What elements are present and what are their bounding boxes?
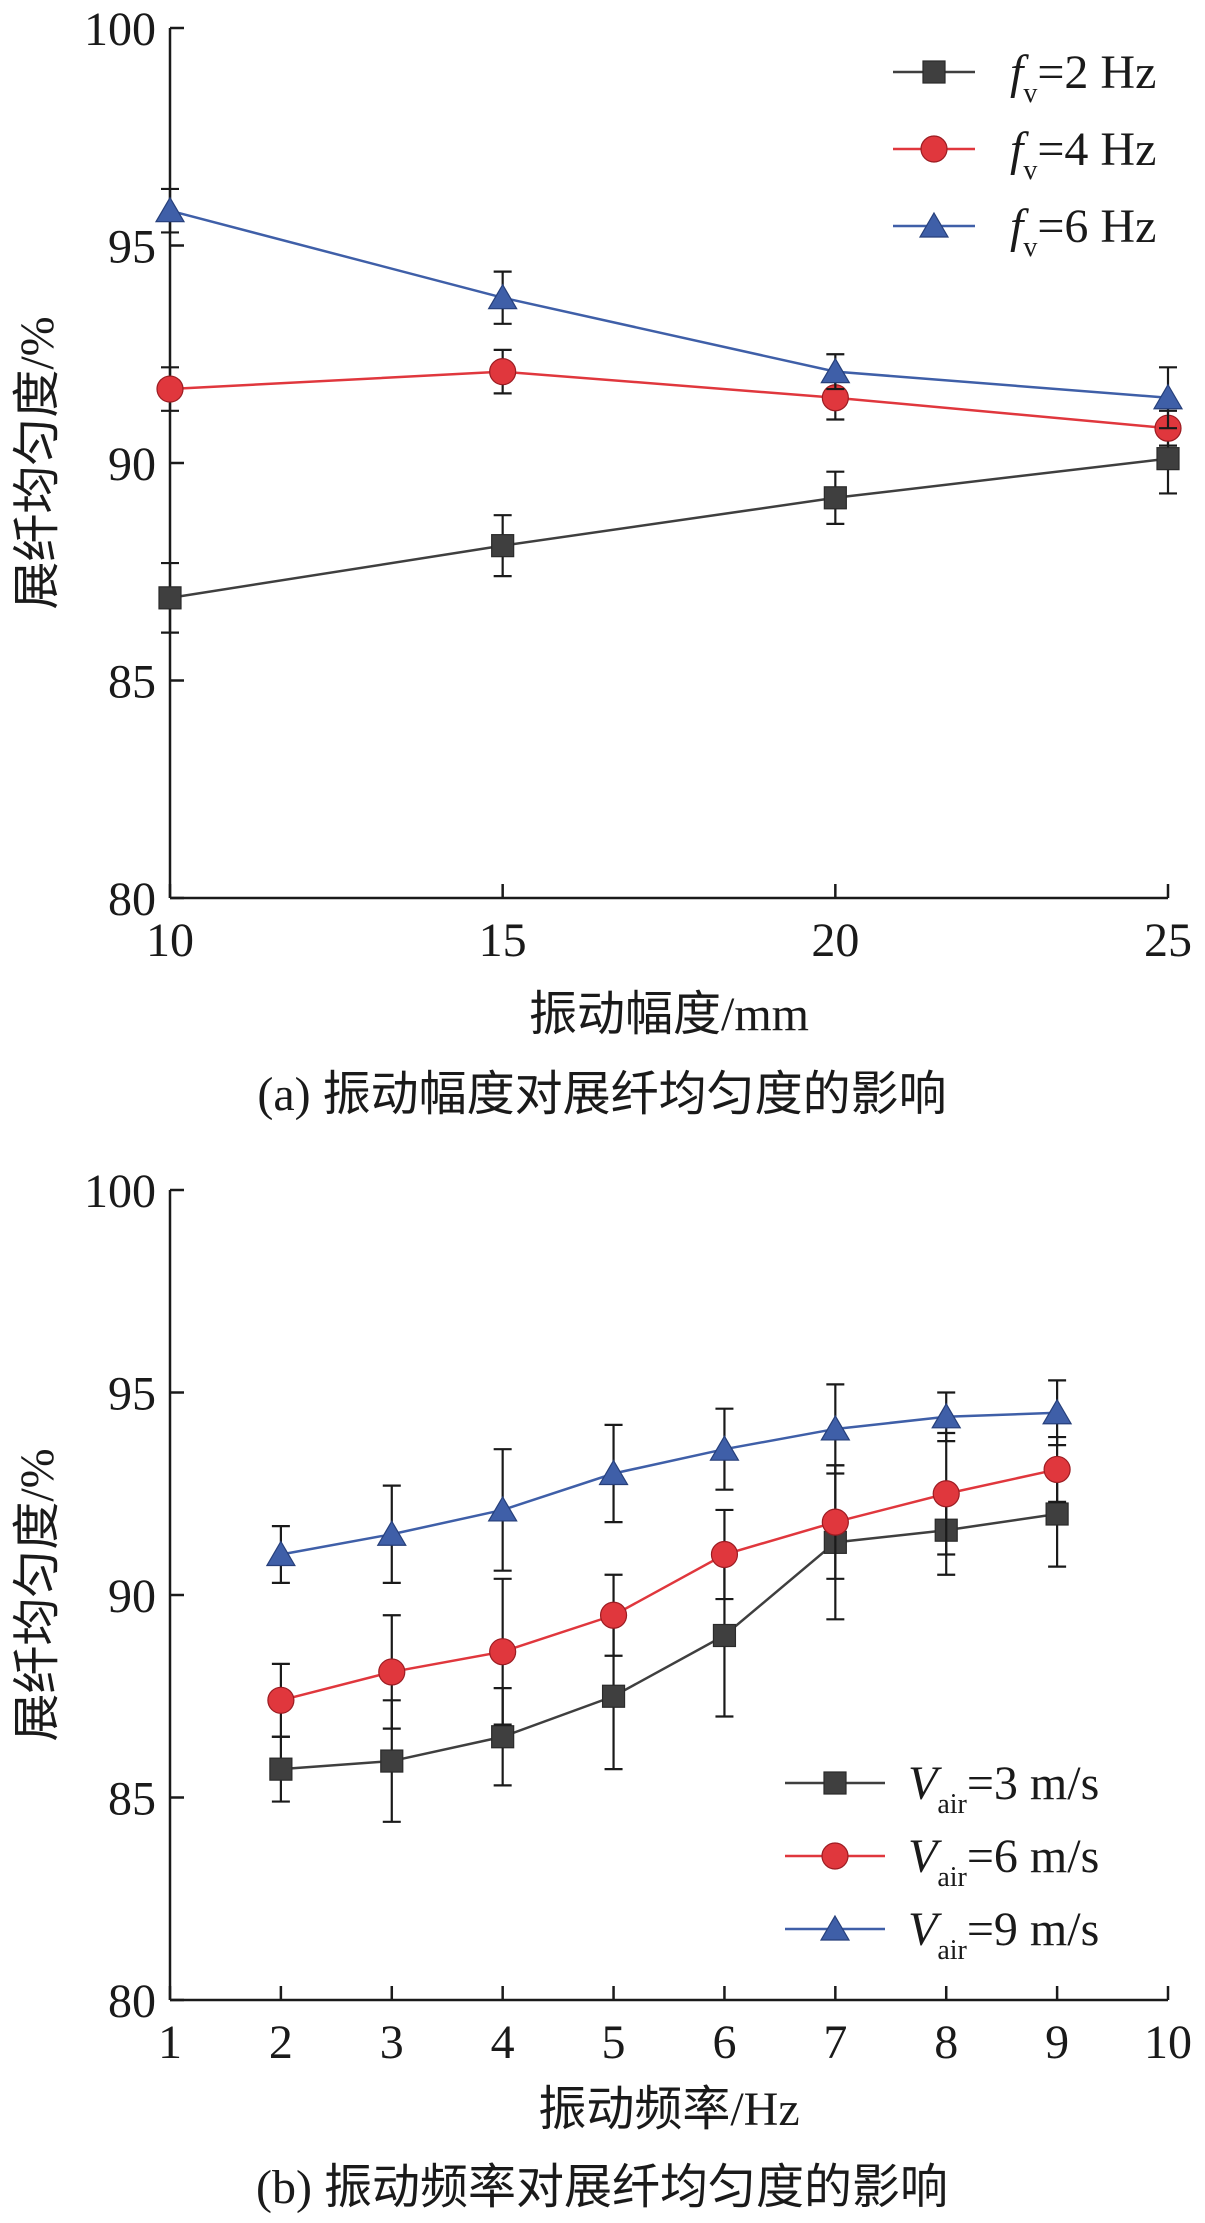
- x-tick-label: 9: [1045, 2016, 1069, 2069]
- data-point: [1045, 1502, 1069, 1526]
- x-tick-label: 25: [1144, 914, 1192, 967]
- legend-marker: [819, 1914, 851, 1941]
- data-point: [378, 1658, 406, 1686]
- legend-label: fv=6 Hz: [1010, 200, 1156, 263]
- data-point: [380, 1749, 404, 1773]
- series-2: [267, 1431, 1071, 1738]
- data-point: [601, 1684, 626, 1708]
- data-point: [487, 1495, 518, 1522]
- series-3: [265, 1379, 1073, 1584]
- series-1: [158, 422, 1180, 634]
- y-tick-label: 90: [108, 438, 156, 491]
- y-tick-label: 95: [108, 221, 156, 274]
- legend-label: Vair=3 m/s: [908, 1757, 1099, 1820]
- y-tick-label: 80: [108, 1975, 156, 2028]
- data-point: [598, 1459, 629, 1486]
- y-axis-label: 展纤均匀度/%: [11, 316, 64, 609]
- chart-caption: (a) 振动幅度对展纤均匀度的影响: [257, 1068, 946, 1121]
- legend-marker: [918, 211, 950, 238]
- x-tick-label: 4: [491, 2016, 515, 2069]
- x-tick-label: 1: [158, 2016, 182, 2069]
- legend-item: Vair=3 m/s: [785, 1757, 1099, 1820]
- x-tick-label: 7: [823, 2016, 847, 2069]
- y-tick-label: 95: [108, 1368, 156, 1421]
- series-line: [169, 457, 1169, 600]
- x-axis-label: 振动幅度/mm: [529, 988, 809, 1041]
- y-tick-label: 100: [84, 3, 156, 56]
- legend: fv=2 Hz fv=4 Hz fv=6 Hz: [893, 46, 1156, 263]
- y-tick-label: 85: [108, 1773, 156, 1826]
- data-point: [265, 1540, 296, 1567]
- x-tick-label: 8: [934, 2016, 958, 2069]
- legend-label: Vair=9 m/s: [908, 1903, 1099, 1966]
- legend-item: Vair=9 m/s: [785, 1903, 1099, 1966]
- legend-marker: [920, 135, 948, 163]
- y-tick-label: 85: [108, 656, 156, 709]
- data-point: [491, 1725, 515, 1749]
- data-point: [820, 1414, 851, 1441]
- data-point: [267, 1686, 295, 1714]
- chart-caption: (b) 振动频率对展纤均匀度的影响: [256, 2161, 948, 2214]
- x-tick-label: 15: [479, 914, 527, 967]
- chart-panel-b: 80 85 90 95 100 1 2 3 4 5 6 7 8 9 10 振动频率/Hz 展纤均匀度/% (b) …: [11, 1165, 1192, 2214]
- legend-label: fv=4 Hz: [1010, 123, 1156, 186]
- x-tick-label: 10: [1144, 2016, 1192, 2069]
- chart-panel-a: 80 85 90 95 100 10 15 20 25 振动幅度/mm 展纤均匀度/% (a) 振动幅…: [11, 3, 1192, 1121]
- legend-marker: [922, 60, 946, 84]
- data-point: [489, 358, 517, 386]
- series-3: [154, 187, 1184, 430]
- legend-marker: [821, 1842, 849, 1870]
- legend: Vair=3 m/s Vair=6 m/s Vair=9 m/s: [785, 1757, 1099, 1966]
- data-point: [823, 486, 847, 510]
- data-point: [712, 1623, 737, 1648]
- data-point: [156, 375, 184, 403]
- series-line: [169, 370, 1169, 430]
- legend-item: fv=4 Hz: [893, 123, 1156, 186]
- x-tick-label: 10: [146, 914, 194, 967]
- series-line: [280, 1512, 1058, 1771]
- data-point: [154, 196, 186, 223]
- y-tick-label: 80: [108, 873, 156, 926]
- data-point: [1042, 1398, 1073, 1425]
- data-point: [158, 586, 182, 610]
- data-point: [1156, 447, 1180, 471]
- y-tick-label: 90: [108, 1570, 156, 1623]
- x-tick-label: 20: [811, 914, 859, 967]
- legend-item: Vair=6 m/s: [785, 1830, 1099, 1893]
- x-tick-label: 3: [380, 2016, 404, 2069]
- y-tick-label: 100: [84, 1165, 156, 1218]
- series-1: [269, 1460, 1069, 1823]
- y-axis-label: 展纤均匀度/%: [11, 1448, 64, 1741]
- data-point: [487, 283, 518, 310]
- data-point: [269, 1757, 293, 1781]
- series-line: [280, 1411, 1058, 1556]
- data-point: [491, 534, 515, 558]
- series-line: [169, 209, 1169, 399]
- data-point: [376, 1520, 407, 1546]
- series-2: [156, 348, 1182, 447]
- legend-marker: [823, 1771, 847, 1795]
- data-point: [1043, 1455, 1071, 1484]
- legend-label: Vair=6 m/s: [908, 1830, 1099, 1893]
- legend-item: fv=2 Hz: [893, 46, 1156, 109]
- data-point: [709, 1435, 740, 1461]
- x-tick-label: 6: [712, 2016, 736, 2069]
- data-point: [932, 1480, 960, 1508]
- data-point: [710, 1540, 739, 1569]
- data-point: [820, 357, 851, 384]
- data-point: [599, 1601, 628, 1629]
- data-point: [1152, 383, 1184, 410]
- data-point: [931, 1402, 962, 1429]
- series-line: [280, 1468, 1058, 1702]
- legend-item: fv=6 Hz: [893, 200, 1156, 263]
- data-point: [821, 1508, 849, 1536]
- x-tick-label: 5: [602, 2016, 626, 2069]
- data-point: [489, 1638, 517, 1666]
- x-tick-label: 2: [269, 2016, 293, 2069]
- x-axis-label: 振动频率/Hz: [538, 2083, 799, 2136]
- legend-label: fv=2 Hz: [1010, 46, 1156, 109]
